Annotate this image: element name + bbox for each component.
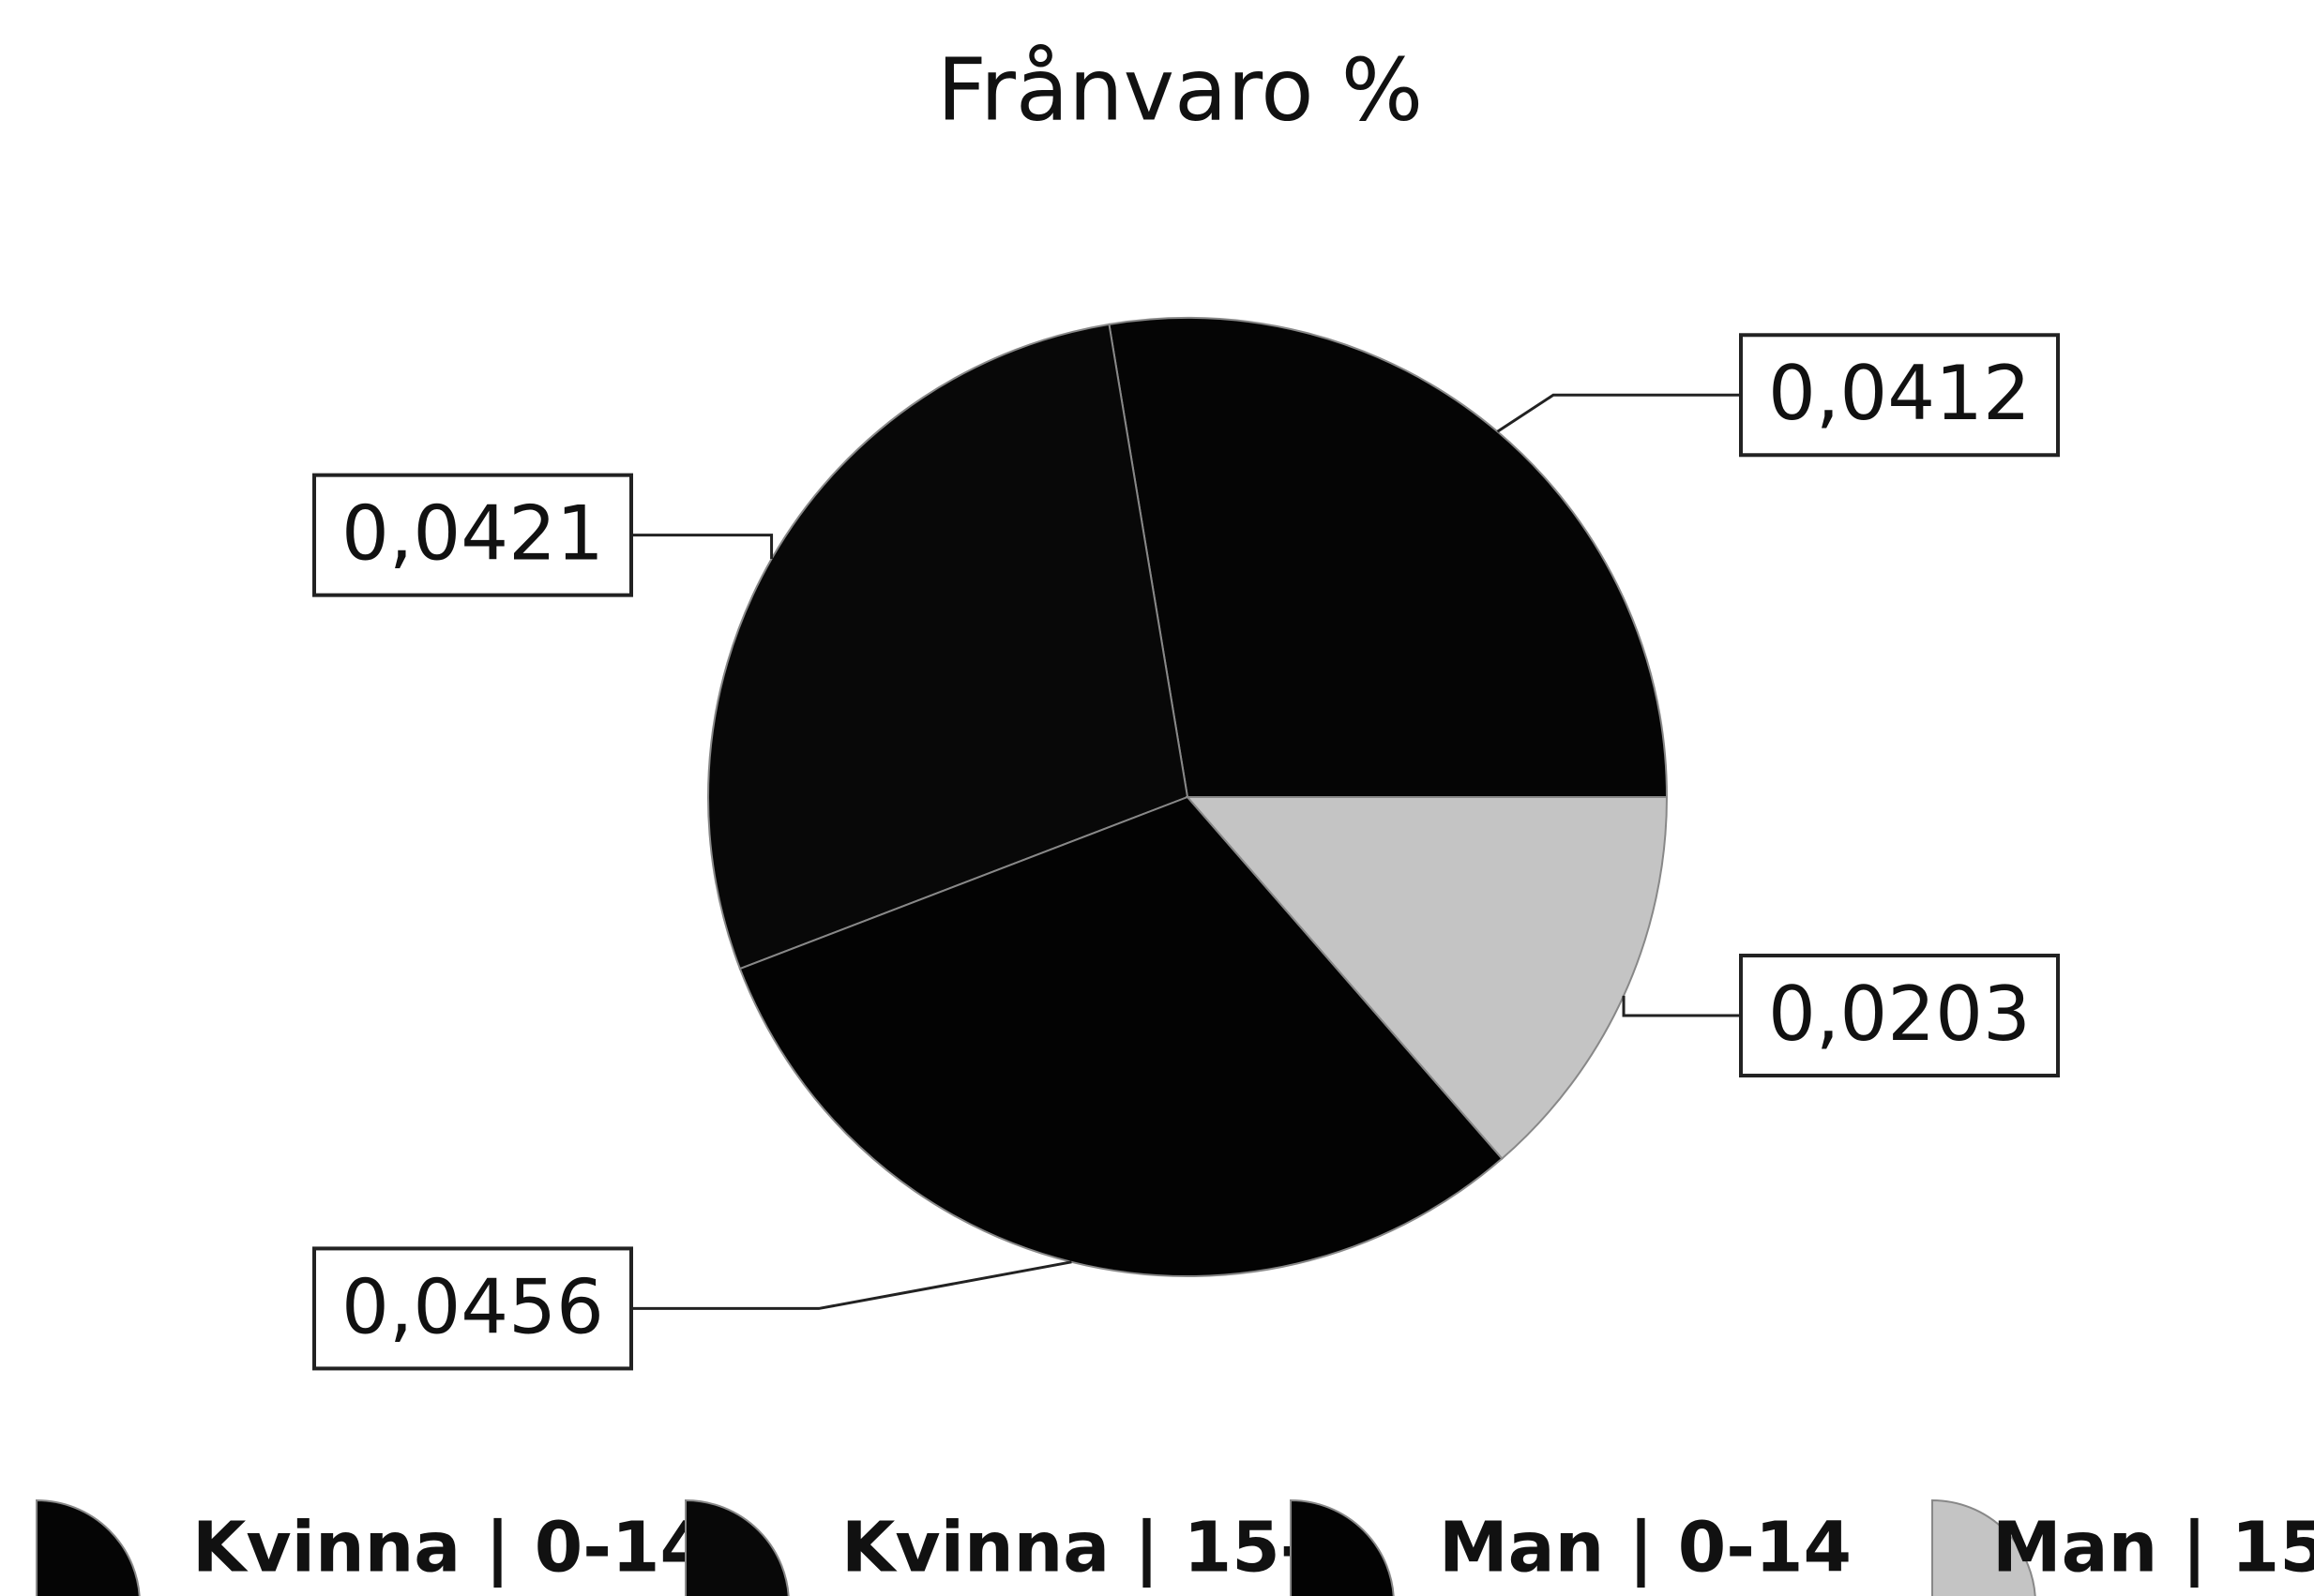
chart-title: Frånvaro %: [937, 39, 1423, 140]
label-box: [1739, 954, 2060, 1078]
pie-slice: [1108, 317, 1669, 798]
legend-label: Man | 0-14: [1439, 1508, 1852, 1588]
pie-slice: [738, 795, 1504, 1277]
leader-line: [631, 534, 774, 560]
legend-icon: [1931, 1498, 2036, 1596]
leader-line: [1622, 995, 1741, 1017]
data-label: 0,0456: [341, 1263, 604, 1350]
data-label: 0,0421: [341, 490, 604, 578]
leader-line: [631, 1260, 1072, 1310]
legend-label: Kvinna | 15-: [841, 1508, 1309, 1588]
label-box: [312, 1246, 633, 1371]
legend-icon: [1290, 1498, 1395, 1596]
data-label: 0,0203: [1768, 971, 2031, 1058]
pie-slice: [707, 323, 1189, 971]
legend-label: Man | 15-: [1992, 1508, 2314, 1588]
legend-icon: [36, 1498, 141, 1596]
legend-icon: [685, 1498, 790, 1596]
legend-label: Kvinna | 0-14: [192, 1508, 708, 1588]
leader-line: [1496, 393, 1741, 433]
label-box: [312, 473, 633, 597]
data-label: 0,0412: [1768, 350, 2031, 437]
label-box: [1739, 333, 2060, 458]
